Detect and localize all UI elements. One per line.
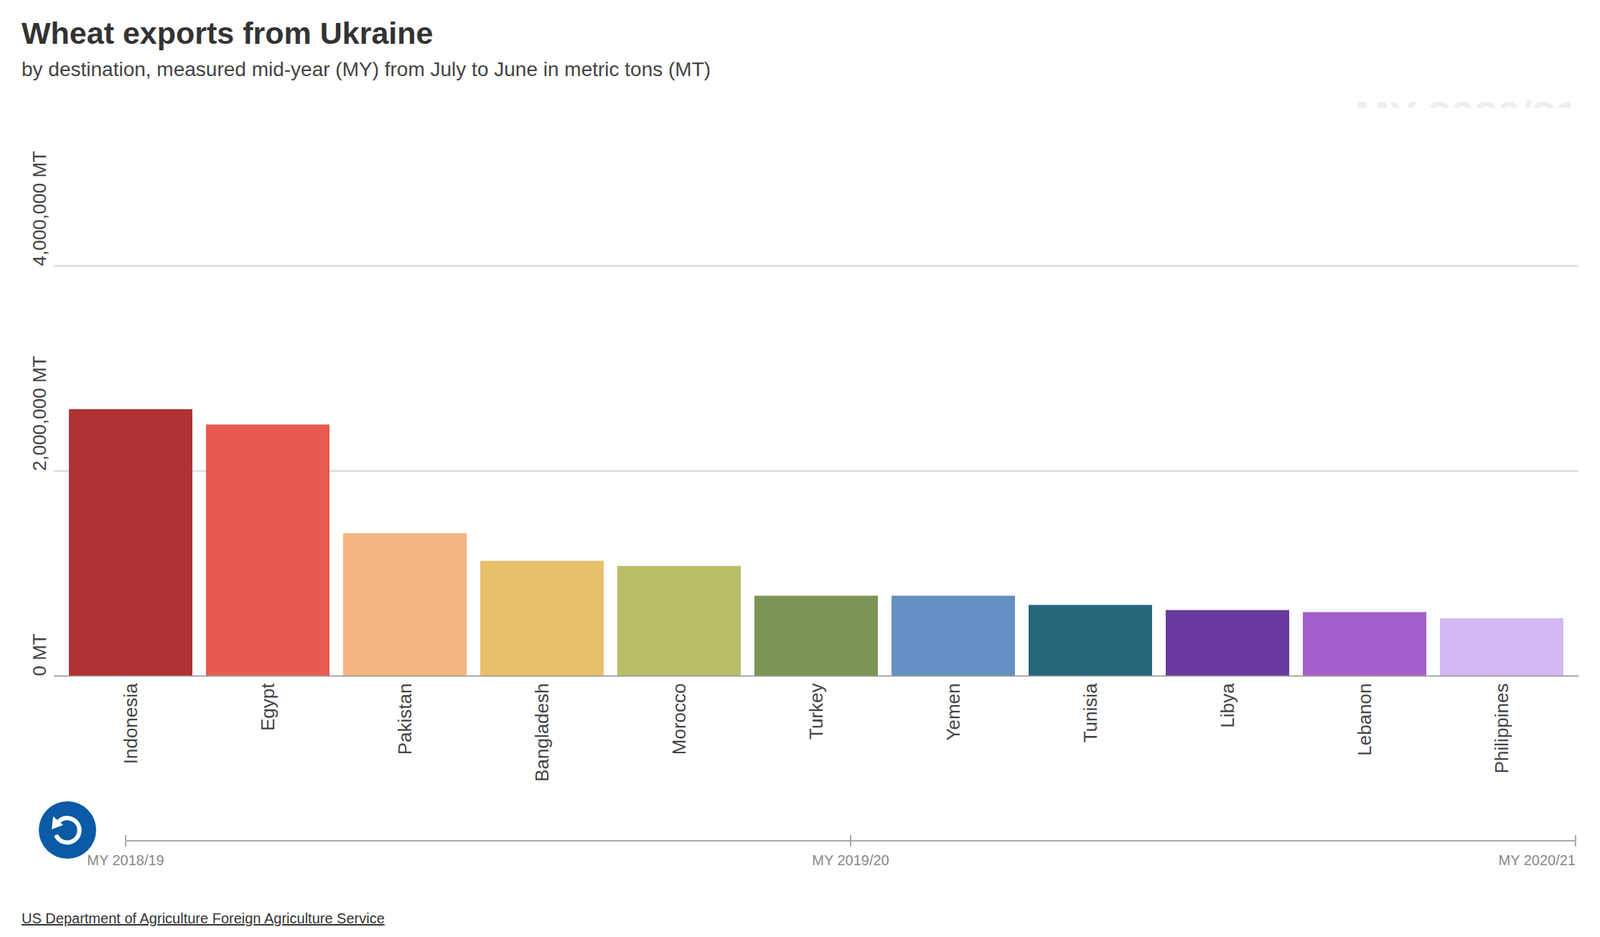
svg-text:Egypt: Egypt — [256, 682, 279, 731]
svg-text:0 MT: 0 MT — [28, 633, 51, 676]
svg-text:Lebanon: Lebanon — [1353, 683, 1376, 756]
html-text:MY 2020/21: MY 2020/21 — [1354, 92, 1579, 140]
html-text:Wheat exports from Ukraine: Wheat exports from Ukraine — [21, 15, 434, 51]
svg-text:Turkey: Turkey — [805, 683, 827, 741]
svg-text:Libya: Libya — [1216, 682, 1239, 728]
svg-text:MY 2018/19: MY 2018/19 — [86, 852, 165, 868]
svg-text:Philippines: Philippines — [1490, 683, 1513, 774]
html-text:by destination, measured mid-y: by destination, measured mid-year (MY) f… — [21, 58, 711, 81]
svg-text:Yemen: Yemen — [942, 683, 965, 741]
svg-text:2,000,000 MT: 2,000,000 MT — [28, 355, 51, 471]
svg-text:Pakistan: Pakistan — [394, 683, 416, 756]
svg-text:Bangladesh: Bangladesh — [531, 683, 553, 782]
svg-text:Morocco: Morocco — [668, 683, 690, 756]
svg-text:Indonesia: Indonesia — [119, 682, 142, 764]
svg-text:MY 2019/20: MY 2019/20 — [811, 852, 890, 868]
html-text:US Department of Agriculture F: US Department of Agriculture Foreign Agr… — [21, 910, 385, 926]
svg-text:4,000,000 MT: 4,000,000 MT — [28, 150, 51, 267]
svg-text:Tunisia: Tunisia — [1079, 682, 1102, 743]
svg-text:MY 2020/21: MY 2020/21 — [1498, 852, 1577, 868]
